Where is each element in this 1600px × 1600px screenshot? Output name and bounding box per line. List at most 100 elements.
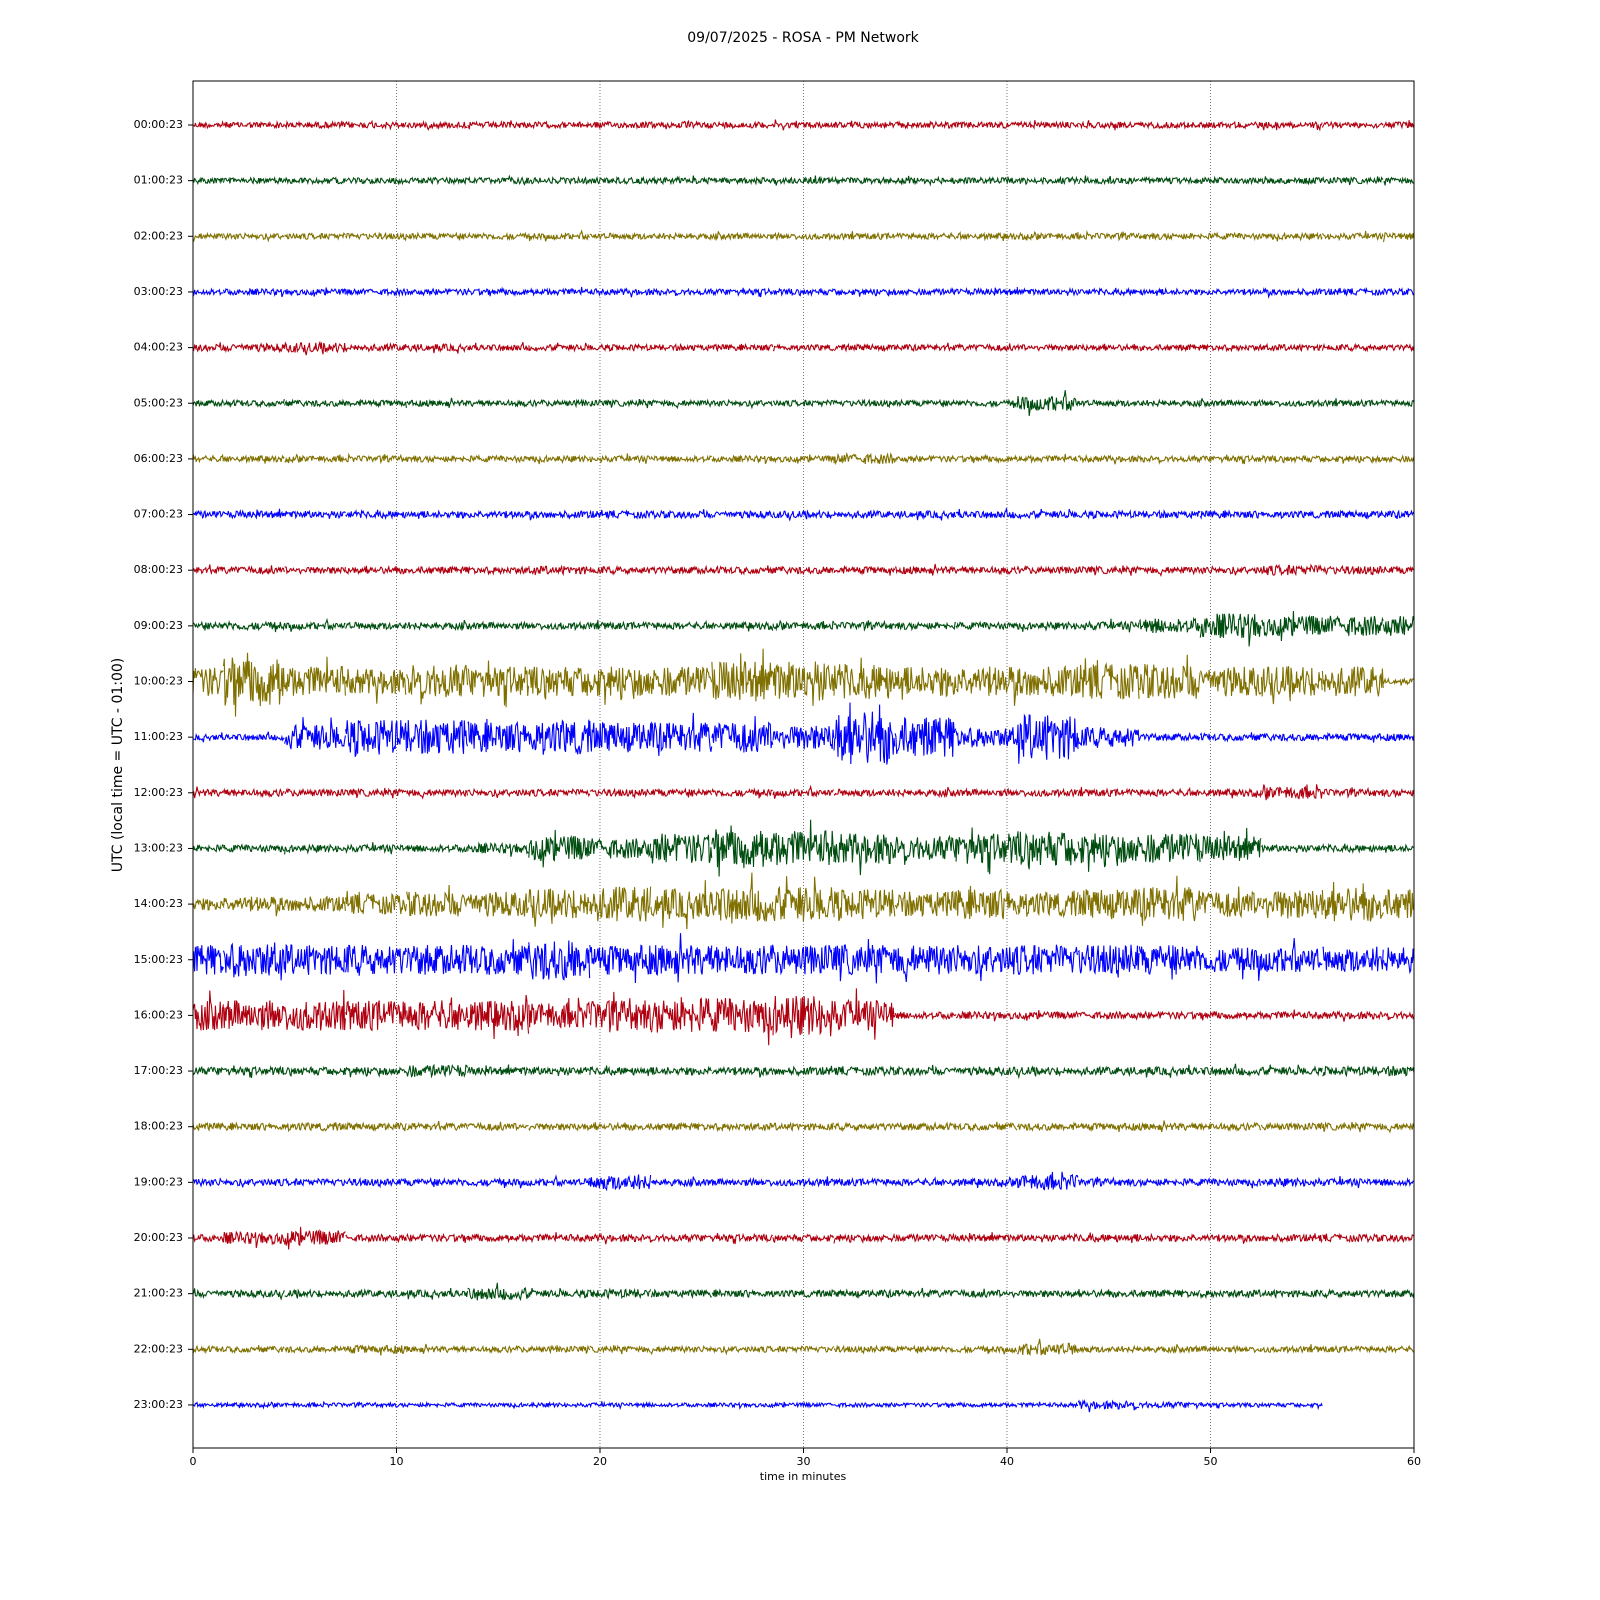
trace-segment — [894, 1344, 957, 1354]
trace-segment — [894, 231, 956, 241]
trace-segment — [589, 1174, 652, 1192]
trace-segment — [528, 342, 591, 353]
trace-segment — [833, 619, 896, 632]
trace-segment — [1383, 1233, 1415, 1244]
trace-segment — [1138, 1120, 1201, 1133]
trace-segment — [1138, 232, 1201, 241]
trace-segment — [1077, 726, 1140, 748]
trace-segment — [834, 287, 896, 297]
trace-segment — [1382, 120, 1415, 130]
trace-segment — [345, 842, 407, 855]
trace-segment — [528, 1287, 590, 1299]
trace-segment — [1321, 881, 1384, 922]
trace-segment — [589, 287, 652, 298]
trace-segment — [833, 1232, 896, 1244]
trace-segment — [772, 784, 835, 799]
trace-segment — [955, 1232, 1018, 1243]
y-tick-label: 16:00:23 — [134, 1008, 183, 1021]
trace-segment — [955, 727, 1018, 748]
trace-segment — [192, 620, 224, 631]
trace-segment — [1139, 343, 1201, 353]
trace-segment — [1138, 398, 1201, 408]
trace-segment — [1199, 1344, 1262, 1354]
trace-segment — [345, 564, 407, 575]
y-tick-label: 17:00:23 — [134, 1064, 183, 1077]
trace-segment — [284, 120, 346, 130]
trace-segment — [1321, 176, 1384, 186]
trace-segment — [222, 231, 285, 243]
trace-segment — [284, 566, 346, 575]
trace-segment — [1382, 947, 1415, 975]
y-tick-label: 05:00:23 — [134, 396, 183, 409]
trace-segment — [222, 942, 285, 981]
trace-segment — [345, 944, 407, 976]
trace-segment — [1383, 1065, 1415, 1077]
trace-segment — [406, 719, 469, 754]
trace-segment — [192, 786, 224, 799]
trace-segment — [345, 509, 407, 521]
trace-segment — [222, 1121, 285, 1132]
trace-segment — [833, 889, 896, 922]
trace-segment — [1078, 120, 1140, 131]
trace-segment — [284, 509, 346, 520]
trace-segment — [1322, 1176, 1384, 1189]
trace-segment — [192, 564, 224, 576]
trace-segment — [1321, 842, 1384, 855]
trace-segment — [711, 1288, 774, 1299]
trace-segment — [1199, 1177, 1262, 1189]
trace-segment — [345, 1066, 407, 1078]
trace-segment — [772, 1233, 835, 1244]
trace-segment — [711, 787, 773, 799]
trace-segment — [1077, 1344, 1140, 1354]
trace-segment — [1260, 1064, 1323, 1077]
y-tick-label: 06:00:23 — [134, 452, 183, 465]
trace-segment — [1322, 946, 1384, 972]
trace-segment — [345, 1233, 407, 1244]
trace-segment — [1199, 1010, 1262, 1021]
trace-segment — [192, 843, 224, 853]
trace-segment — [650, 454, 712, 464]
trace-segment — [1199, 120, 1262, 130]
y-tick-label: 10:00:23 — [134, 675, 183, 688]
y-tick-label: 19:00:23 — [134, 1175, 183, 1188]
y-tick-label: 04:00:23 — [134, 341, 183, 354]
trace-segment — [1016, 453, 1079, 464]
trace-segment — [192, 231, 224, 243]
trace-segment — [467, 1344, 530, 1355]
y-tick-label: 18:00:23 — [134, 1120, 183, 1133]
x-tick-label: 20 — [593, 1455, 607, 1468]
trace-segment — [1016, 1232, 1079, 1243]
y-tick-label: 02:00:23 — [134, 229, 183, 242]
trace-segment — [650, 1233, 713, 1244]
trace-segment — [1016, 390, 1079, 416]
trace-segment — [955, 620, 1018, 631]
trace-segment — [1016, 1171, 1079, 1191]
trace-segment — [955, 1121, 1018, 1133]
trace-segment — [345, 287, 407, 298]
trace-segment — [1321, 454, 1384, 464]
trace-segment — [284, 232, 346, 241]
trace-segment — [1261, 1288, 1323, 1300]
trace-segment — [955, 1065, 1018, 1077]
y-tick-label: 11:00:23 — [134, 730, 183, 743]
trace-segment — [894, 1401, 957, 1409]
trace-segment — [650, 933, 713, 983]
trace-segment — [192, 732, 224, 743]
trace-segment — [284, 1177, 346, 1187]
trace-segment — [772, 1288, 835, 1298]
x-tick-label: 0 — [190, 1455, 197, 1468]
trace-segment — [528, 398, 590, 409]
trace-segment — [589, 509, 652, 521]
trace-segment — [589, 1400, 652, 1411]
trace-segment — [223, 731, 285, 742]
trace-segment — [1199, 1401, 1262, 1409]
y-tick-label: 15:00:23 — [134, 953, 183, 966]
trace-segment — [1016, 508, 1078, 520]
trace-segment — [345, 720, 407, 757]
trace-segment — [650, 1288, 712, 1299]
trace-segment — [406, 619, 469, 632]
trace-segment — [222, 843, 285, 854]
trace-segment — [772, 819, 835, 866]
trace-segment — [1321, 230, 1384, 242]
trace-segment — [894, 1176, 957, 1187]
